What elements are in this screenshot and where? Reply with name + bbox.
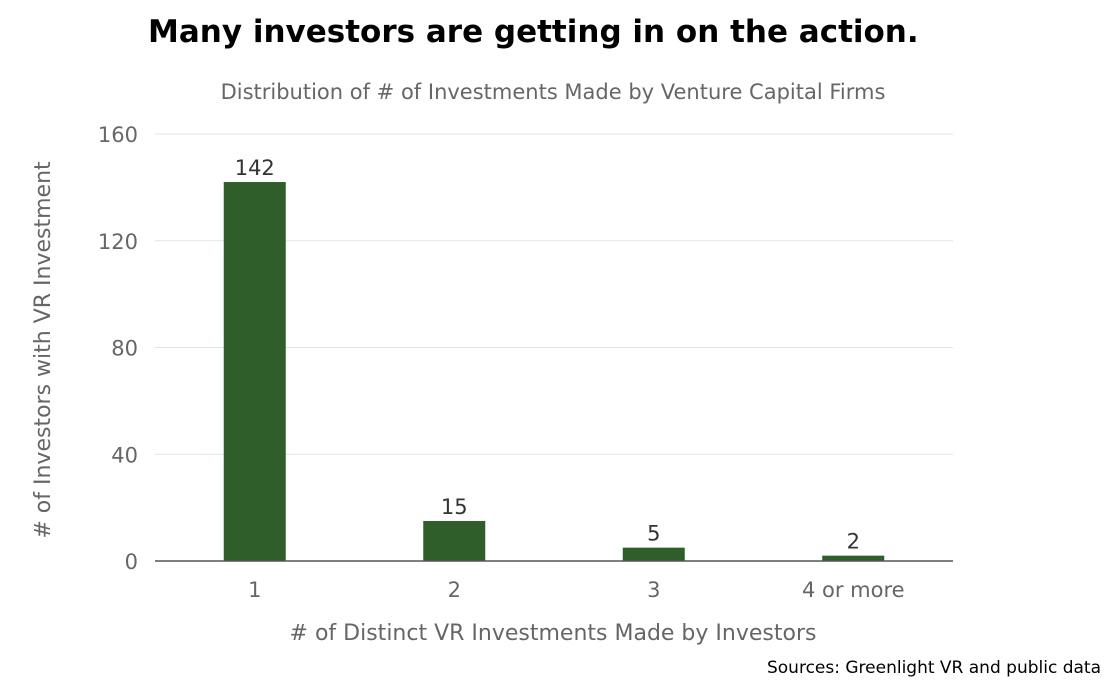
x-tick-label: 4 or more (802, 578, 905, 602)
data-label: 5 (647, 522, 660, 546)
data-label: 2 (847, 530, 860, 554)
data-label: 15 (441, 495, 468, 519)
bar-3 (622, 547, 685, 561)
source-note: Sources: Greenlight VR and public data (766, 658, 1101, 678)
y-tick-label: 120 (98, 230, 138, 254)
x-tick-label: 3 (647, 578, 660, 602)
x-axis-label: # of Distinct VR Investments Made by Inv… (290, 621, 817, 646)
bar-1 (223, 182, 286, 561)
bar-2 (423, 520, 486, 561)
bar-4 (822, 555, 885, 561)
chart-title: Distribution of # of Investments Made by… (221, 80, 886, 104)
bars (223, 182, 885, 561)
data-labels: 142 15 5 2 (235, 156, 860, 554)
page-headline: Many investors are getting in on the act… (148, 14, 919, 50)
gridlines (155, 133, 953, 455)
x-tick-label: 2 (448, 578, 461, 602)
y-tick-label: 160 (98, 123, 138, 147)
x-tick-label: 1 (248, 578, 261, 602)
y-tick-label: 0 (125, 550, 138, 574)
y-axis-label: # of Investors with VR Investment (31, 161, 56, 539)
y-tick-label: 40 (111, 443, 138, 467)
y-tick-labels: 0 40 80 120 160 (98, 123, 138, 574)
x-tick-labels: 1 2 3 4 or more (248, 578, 904, 602)
data-label: 142 (235, 156, 275, 180)
y-tick-label: 80 (111, 337, 138, 361)
